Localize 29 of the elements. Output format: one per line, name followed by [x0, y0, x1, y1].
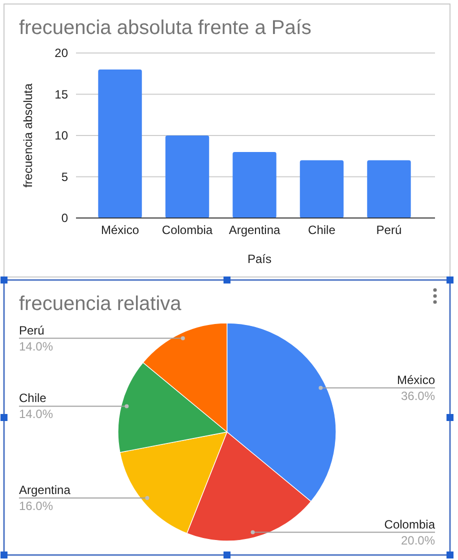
x-axis-title: País [247, 252, 272, 266]
bar [232, 152, 276, 218]
bar [165, 136, 210, 218]
slice-label: México [396, 372, 436, 387]
x-tick-label: Perú [376, 223, 402, 237]
y-tick-label: 0 [61, 211, 68, 226]
y-tick-label: 20 [54, 46, 68, 60]
x-tick-label: México [101, 223, 140, 237]
y-tick-label: 5 [61, 170, 68, 184]
slice-label: Argentina [19, 483, 71, 498]
slice-label: Perú [19, 323, 44, 338]
y-tick-label: 10 [54, 128, 68, 143]
data-label: 36.0% [400, 388, 436, 403]
data-label: 14.0% [19, 339, 54, 354]
chart-title: frecuencia relativa [19, 293, 182, 315]
data-label: 14.0% [19, 407, 54, 422]
x-tick-label: Chile [308, 223, 336, 237]
slice-label: Chile [19, 391, 47, 406]
slice-label: Colombia [384, 517, 436, 532]
y-tick-label: 15 [54, 87, 68, 102]
bar [98, 70, 142, 218]
chart-title: frecuencia absoluta frente a País [19, 17, 312, 39]
x-tick-label: Argentina [228, 223, 281, 237]
bar [367, 160, 411, 218]
data-label: 16.0% [19, 499, 54, 514]
data-label: 20.0% [400, 533, 436, 548]
x-tick-label: Colombia [162, 223, 213, 237]
bar [300, 160, 344, 218]
y-axis-title: frecuencia absoluta [21, 83, 36, 188]
